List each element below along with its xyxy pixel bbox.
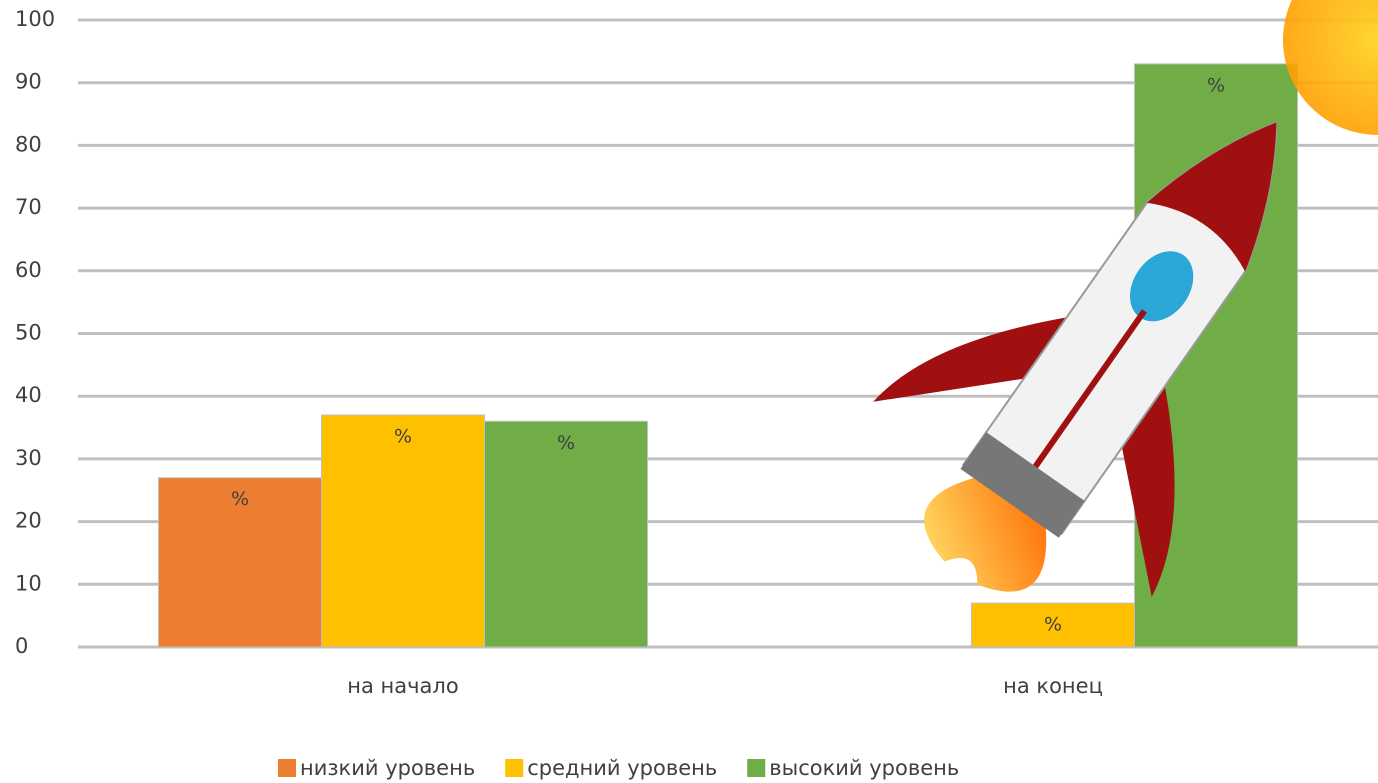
- data-label: %: [231, 488, 249, 510]
- y-tick-label: 90: [15, 70, 42, 94]
- sun: [1283, 0, 1378, 135]
- y-tick-label: 40: [15, 383, 42, 407]
- y-tick-label: 20: [15, 509, 42, 533]
- data-label: %: [1207, 74, 1225, 96]
- legend-label: низкий уровень: [300, 756, 475, 780]
- legend-swatch: [747, 759, 766, 777]
- y-tick-label: 0: [15, 634, 28, 658]
- x-tick-label: на конец: [1003, 674, 1103, 698]
- legend-swatch: [505, 759, 524, 777]
- decoration: [873, 0, 1378, 597]
- bar: [158, 477, 322, 648]
- bar: [484, 420, 648, 648]
- bar: [971, 602, 1135, 648]
- legend-label: средний уровень: [527, 756, 717, 780]
- rocket: [873, 120, 1278, 597]
- legend-label: высокий уровень: [769, 756, 959, 780]
- data-label: %: [557, 432, 575, 454]
- y-tick-label: 30: [15, 446, 42, 470]
- y-tick-label: 10: [15, 571, 42, 595]
- data-label: %: [1044, 614, 1062, 636]
- x-tick-label: на начало: [347, 674, 458, 698]
- y-tick-label: 70: [15, 195, 42, 219]
- bar: [321, 414, 485, 648]
- y-tick-label: 50: [15, 321, 42, 345]
- legend-swatch: [278, 759, 296, 777]
- y-tick-label: 100: [15, 7, 55, 31]
- y-tick-label: 80: [15, 132, 42, 156]
- data-label: %: [394, 426, 412, 448]
- y-tick-label: 60: [15, 258, 42, 282]
